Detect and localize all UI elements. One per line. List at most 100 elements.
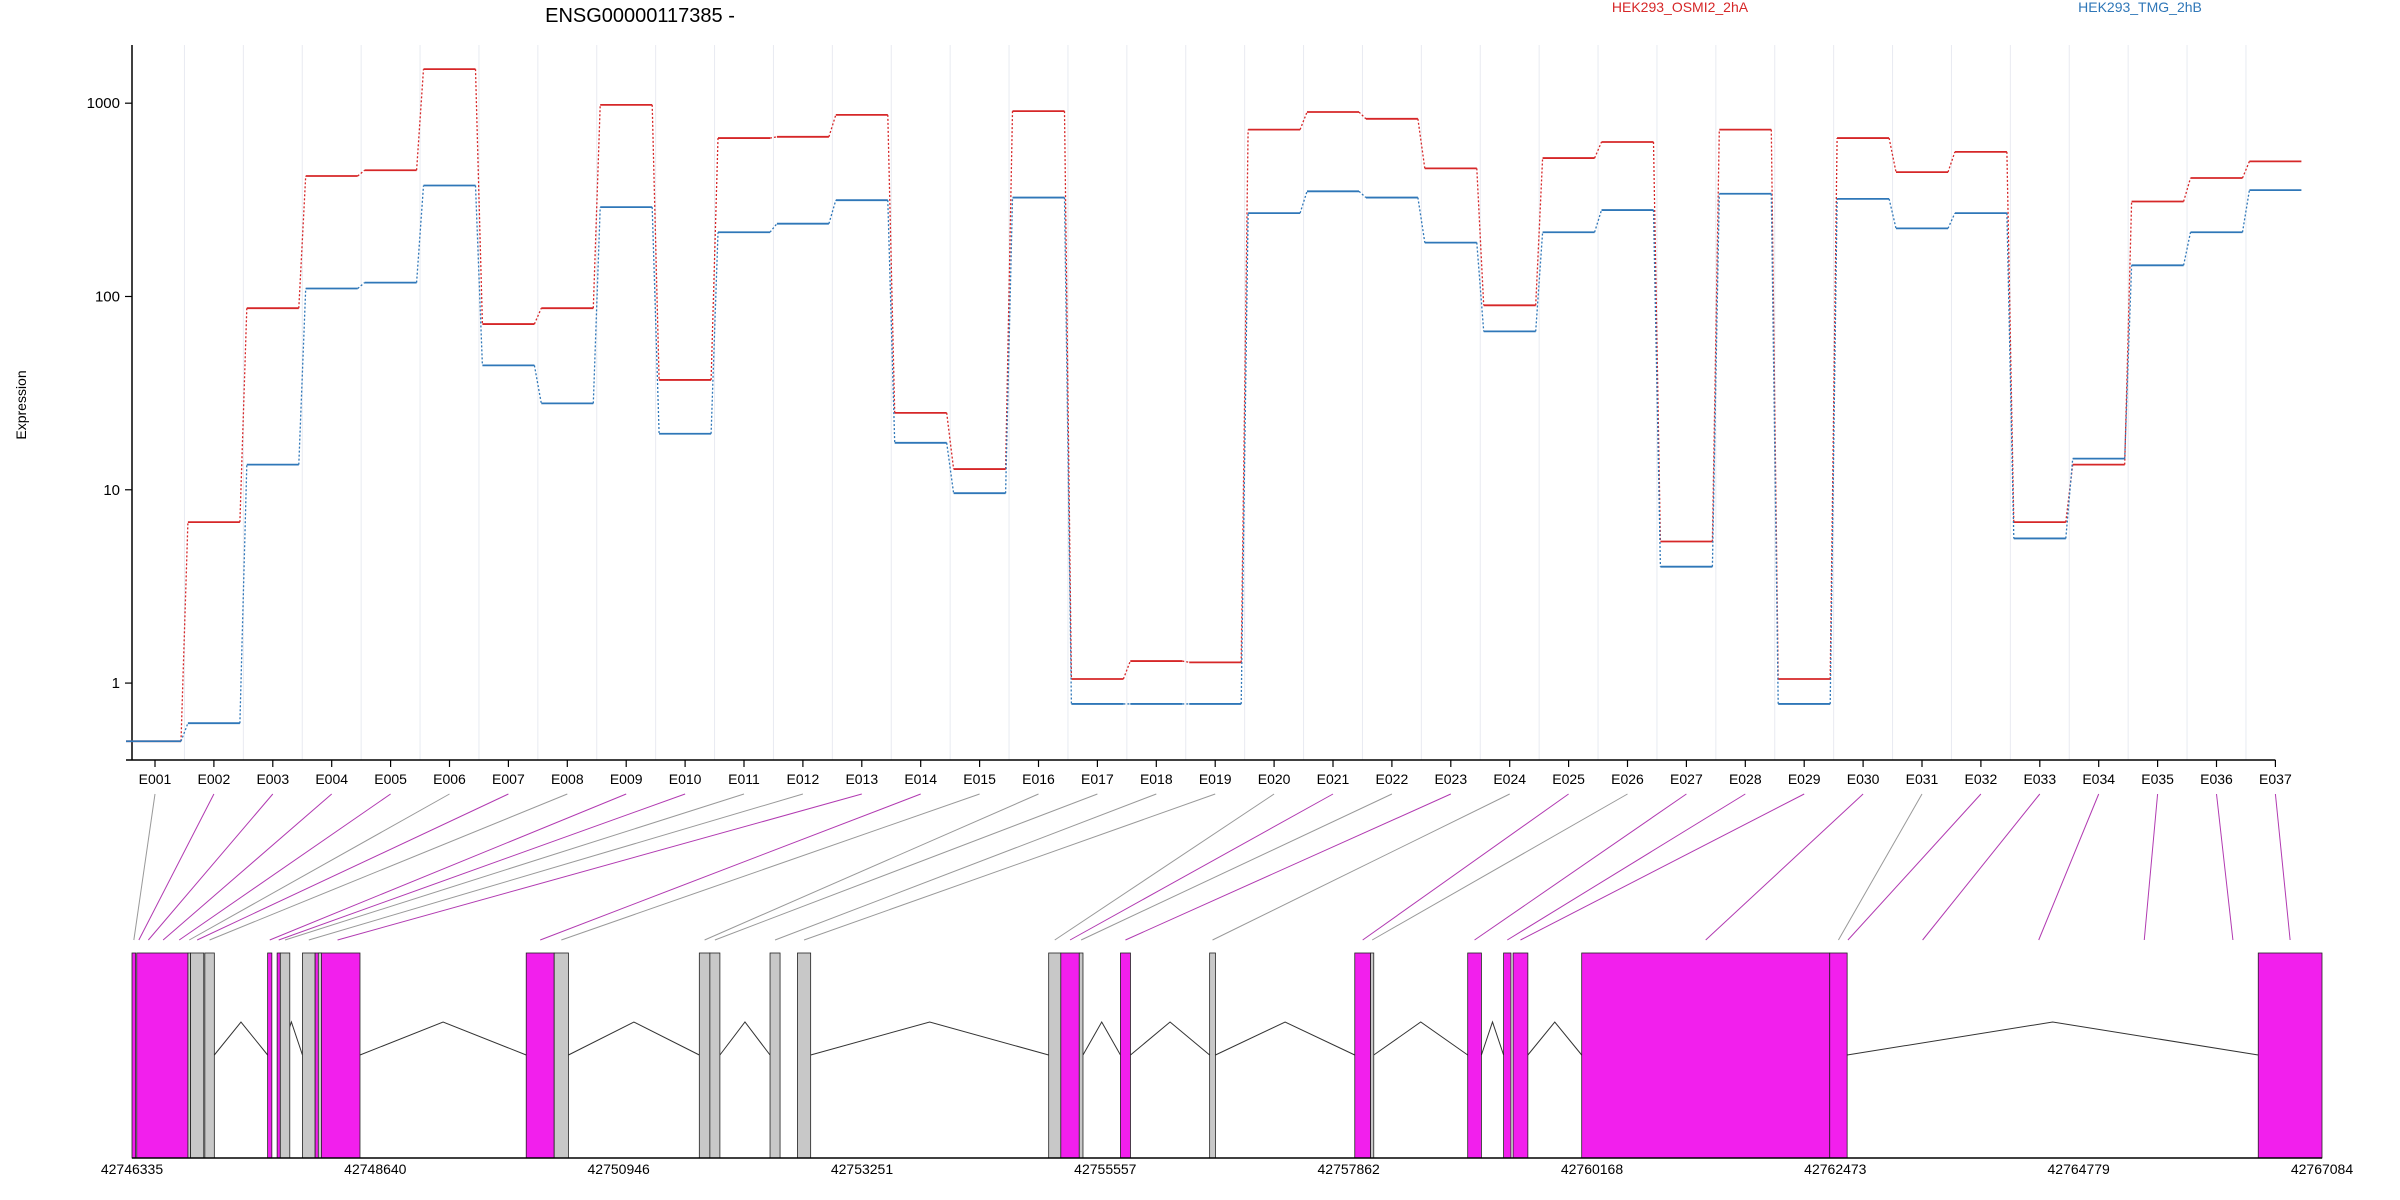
exon-connector: [1838, 793, 1923, 941]
exon-block: [709, 952, 721, 1159]
exon-connector: [284, 793, 745, 941]
series-connector: [769, 136, 778, 139]
series-connector: [180, 722, 189, 742]
x-tick-label: E031: [1906, 771, 1939, 787]
genome-tick-label: 42746335: [101, 1161, 164, 1177]
series-connector: [2241, 190, 2251, 233]
exon-connector: [209, 793, 568, 941]
series-connector: [710, 232, 719, 434]
series-connector: [828, 199, 837, 224]
series-connector: [180, 522, 189, 742]
genome-tick-label: 42760168: [1561, 1161, 1624, 1177]
exon-connector: [1362, 793, 1569, 941]
series-connector: [1476, 242, 1485, 332]
exon-connectors: [133, 793, 2291, 941]
intron: [1215, 1021, 1355, 1056]
series-connector: [1240, 213, 1249, 704]
exon-connector: [178, 793, 391, 941]
series-connector: [1358, 190, 1367, 199]
exon-block: [317, 952, 322, 1159]
exon-block: [769, 952, 781, 1159]
exon-connector: [1520, 793, 1805, 941]
x-tick-label: E015: [963, 771, 996, 787]
x-tick-label: E032: [1965, 771, 1998, 787]
exon-connector: [1080, 793, 1393, 941]
exon-block: [190, 952, 205, 1159]
x-tick-label: E024: [1493, 771, 1526, 787]
intron: [1130, 1021, 1210, 1056]
y-tick-label: 1: [112, 675, 120, 692]
series-osmi2: [126, 68, 2302, 743]
exon-connector: [308, 793, 804, 941]
x-tick-label: E025: [1552, 771, 1585, 787]
x-tick-label: E009: [610, 771, 643, 787]
genome-tick-label: 42748640: [344, 1161, 407, 1177]
exon-connector: [337, 793, 862, 941]
exon-block: [2257, 952, 2323, 1159]
intron: [213, 1021, 269, 1056]
series-connector: [1004, 197, 1014, 494]
series-connector: [1770, 193, 1779, 704]
genome-tick-label: 42762473: [1804, 1161, 1867, 1177]
x-tick-label: E037: [2259, 771, 2292, 787]
exon-block: [553, 952, 569, 1159]
series-tmg: [126, 184, 2302, 743]
exon-connector: [2274, 793, 2291, 941]
intron: [1082, 1020, 1121, 1056]
intron: [719, 1021, 771, 1056]
y-tick-label: 100: [95, 288, 120, 305]
series-connector: [1888, 198, 1897, 229]
exon-block: [525, 952, 555, 1159]
intron: [1373, 1021, 1468, 1056]
x-tick-label: E018: [1140, 771, 1173, 787]
legend-entry-tmg: HEK293_TMG_2hB: [2078, 0, 2202, 15]
genome-tick-label: 42767084: [2291, 1161, 2354, 1177]
exon-connector: [269, 793, 627, 941]
series-connector: [1299, 111, 1308, 130]
series-connector: [533, 365, 542, 404]
series-connector: [1063, 111, 1073, 679]
x-tick-label: E012: [787, 771, 820, 787]
series-connector: [239, 464, 248, 724]
genome-tick-label: 42753251: [831, 1161, 894, 1177]
exon-connector: [1507, 793, 1746, 941]
exon-connector: [714, 793, 1098, 941]
exon-connector: [1705, 793, 1864, 941]
x-tick-label: E033: [2023, 771, 2056, 787]
exon-connector: [1212, 793, 1510, 941]
x-tick-label: E036: [2200, 771, 2233, 787]
x-tick-label: E011: [728, 771, 760, 787]
exon-block: [1354, 952, 1371, 1159]
series-connector: [946, 412, 955, 470]
y-axis-label: Expression: [13, 370, 29, 439]
series-connector: [2241, 161, 2251, 179]
x-tick-label: E001: [139, 771, 172, 787]
series-connector: [357, 169, 366, 177]
y-tick-label: 1000: [87, 95, 120, 112]
series-connector: [1063, 197, 1073, 704]
exon-connector: [2216, 793, 2234, 941]
exon-connector: [561, 793, 980, 941]
exon-block: [797, 952, 812, 1159]
exon-connector: [1054, 793, 1275, 941]
exon-connector: [540, 793, 921, 941]
x-tick-label: E005: [374, 771, 407, 787]
legend-entry-osmi2: HEK293_OSMI2_2hA: [1612, 0, 1749, 15]
series-connector: [533, 307, 542, 325]
series-connector: [1476, 168, 1485, 306]
axes: 1 10 100 1000 E001 E002 E003 E004 E005 E006 E007 E0…: [87, 45, 2292, 787]
exon-connector: [1847, 793, 1982, 941]
x-tick-label: E026: [1611, 771, 1644, 787]
exon-connector: [2143, 793, 2159, 941]
genome-tick-label: 42755557: [1074, 1161, 1137, 1177]
x-tick-label: E017: [1081, 771, 1114, 787]
gene-model: [131, 952, 2323, 1159]
series-connector: [592, 104, 601, 309]
x-tick-label: E029: [1788, 771, 1821, 787]
exon-block: [267, 952, 273, 1159]
intron: [568, 1021, 700, 1056]
exon-block: [302, 952, 316, 1159]
series-connector: [1417, 118, 1426, 169]
x-tick-label: E008: [551, 771, 584, 787]
exon-connector: [774, 793, 1157, 941]
